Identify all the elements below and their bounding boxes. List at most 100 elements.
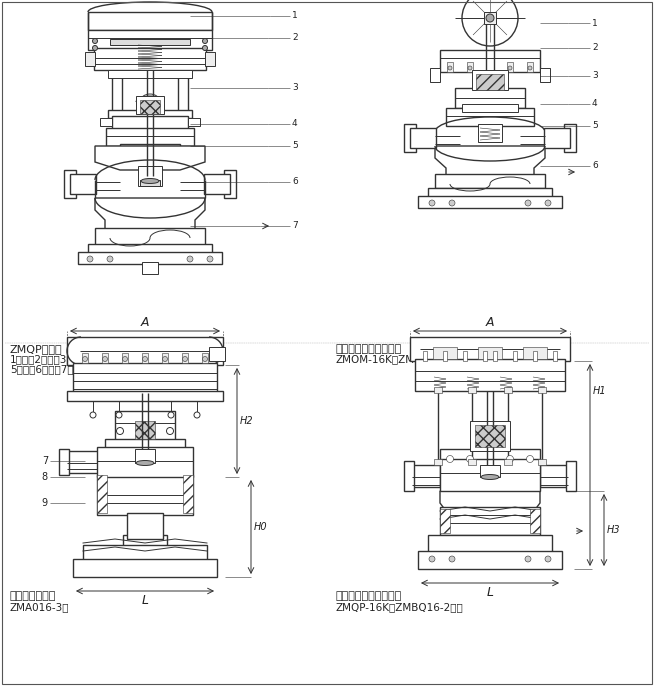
Bar (447, 62, 453, 72)
Bar (527, 62, 533, 72)
Text: H3: H3 (607, 525, 621, 535)
Bar (470, 421, 510, 451)
Text: 1、膜片2、推杆3、支架4、阀杆: 1、膜片2、推杆3、支架4、阀杆 (10, 354, 111, 364)
Text: 4: 4 (292, 119, 298, 128)
Text: 6: 6 (592, 161, 598, 171)
Bar (140, 180, 160, 186)
Bar (138, 166, 162, 186)
Text: 1: 1 (292, 12, 298, 21)
Bar (430, 68, 440, 82)
Bar (82, 353, 88, 363)
Bar (122, 353, 128, 363)
Text: H0: H0 (254, 522, 267, 532)
Bar (564, 124, 576, 152)
Bar (418, 551, 562, 569)
Bar (120, 144, 180, 162)
Text: 3: 3 (592, 71, 598, 80)
Bar (142, 262, 158, 274)
Ellipse shape (481, 475, 499, 480)
Bar (540, 465, 568, 487)
Bar (467, 62, 473, 72)
Bar (142, 353, 148, 363)
Text: H2: H2 (240, 416, 254, 426)
Bar (115, 411, 175, 443)
Bar (533, 351, 537, 361)
Text: L: L (141, 594, 148, 607)
Bar (59, 449, 69, 475)
Text: 1: 1 (592, 19, 598, 27)
Circle shape (182, 357, 188, 362)
Bar (183, 475, 193, 513)
Bar (204, 174, 230, 194)
Bar (73, 559, 217, 577)
Bar (440, 50, 540, 72)
Bar (64, 170, 76, 198)
Bar (440, 459, 540, 491)
Text: H1: H1 (593, 386, 607, 396)
Bar (88, 12, 212, 30)
Circle shape (525, 200, 531, 206)
Bar (462, 104, 518, 112)
Polygon shape (435, 146, 545, 176)
Bar (108, 70, 192, 78)
Bar (123, 535, 167, 547)
Text: 单座切断阀（立柱式）: 单座切断阀（立柱式） (335, 591, 402, 601)
Bar (202, 353, 208, 363)
Bar (428, 535, 552, 553)
Circle shape (203, 45, 207, 51)
Text: 6: 6 (292, 178, 298, 187)
Bar (224, 170, 236, 198)
Circle shape (528, 66, 532, 70)
Circle shape (122, 357, 128, 362)
Polygon shape (440, 491, 540, 511)
Bar (433, 347, 457, 359)
Bar (188, 118, 200, 126)
Bar (135, 421, 155, 439)
Bar (100, 118, 112, 126)
Bar (97, 475, 107, 513)
Circle shape (143, 357, 148, 362)
Bar (504, 459, 512, 465)
Bar (434, 387, 442, 393)
Bar (553, 351, 557, 361)
Bar (162, 353, 168, 363)
Bar (435, 174, 545, 188)
Circle shape (468, 66, 472, 70)
Text: ZMA016-3型: ZMA016-3型 (10, 602, 69, 612)
Bar (428, 188, 552, 198)
Bar (205, 52, 215, 66)
Bar (455, 88, 525, 108)
Bar (94, 48, 206, 70)
Polygon shape (95, 146, 205, 170)
Bar (110, 39, 190, 45)
Bar (476, 74, 504, 90)
Bar (483, 351, 487, 361)
Circle shape (87, 256, 93, 262)
Circle shape (82, 357, 88, 362)
Text: ZMQP单座型: ZMQP单座型 (10, 344, 63, 354)
Circle shape (203, 357, 207, 362)
Circle shape (486, 14, 494, 22)
Text: 5: 5 (292, 141, 298, 150)
Ellipse shape (136, 460, 154, 466)
Bar (493, 351, 497, 361)
Bar (85, 52, 95, 66)
Bar (478, 347, 502, 359)
Bar (507, 62, 513, 72)
Circle shape (162, 357, 167, 362)
Bar (135, 449, 155, 463)
Bar (404, 124, 416, 152)
Bar (106, 128, 194, 146)
Bar (415, 359, 565, 391)
Bar (209, 347, 225, 361)
Circle shape (525, 556, 531, 562)
Text: 7: 7 (292, 222, 298, 230)
Bar (410, 128, 436, 148)
Text: 7: 7 (42, 456, 48, 466)
Text: ZMQP-16K（ZMBQ16-2）型: ZMQP-16K（ZMBQ16-2）型 (335, 602, 463, 612)
Bar (538, 387, 546, 393)
Text: L: L (487, 586, 494, 599)
Circle shape (207, 256, 213, 262)
Bar (412, 465, 440, 487)
Text: 套筒切断阀（带手轮）: 套筒切断阀（带手轮） (335, 344, 402, 354)
